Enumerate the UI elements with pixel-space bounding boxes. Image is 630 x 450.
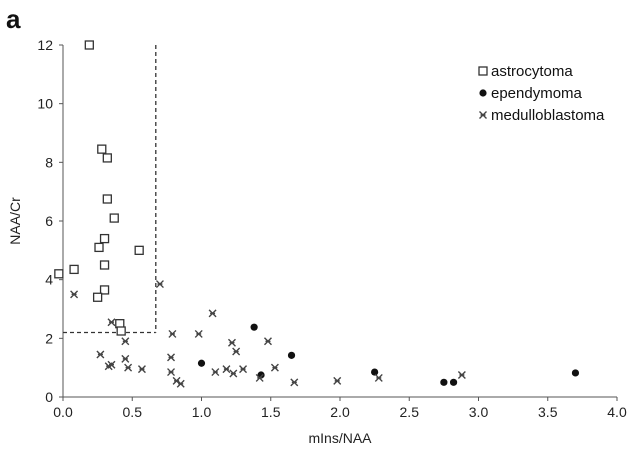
astrocytoma-point [134,245,144,255]
medulloblastoma-point [255,373,264,382]
astrocytoma-point [99,285,110,295]
x-tick-label: 3.0 [469,404,489,420]
medulloblastoma-point [168,329,177,338]
medulloblastoma-point [270,363,279,372]
legend-label-medulloblastoma: medulloblastoma [491,107,605,124]
astrocytoma-point [69,264,79,275]
x-tick-label: 1.0 [192,404,212,420]
medulloblastoma-point [167,368,176,377]
medulloblastoma-point [208,309,217,318]
medulloblastoma-point [239,365,248,374]
data-points [54,40,580,388]
astrocytoma-point [99,233,110,244]
x-tick-label: 0.5 [123,404,143,420]
x-tick-label: 4.0 [607,404,627,420]
ependymoma-point [449,378,458,386]
cutoff-lines [63,45,157,334]
medulloblastoma-point [70,290,79,299]
medulloblastoma-point [290,378,299,387]
medulloblastoma-point [96,350,105,359]
y-tick-label: 4 [45,272,53,288]
y-tick-label: 6 [45,213,53,229]
medulloblastoma-point [176,379,185,388]
y-axis-title: NAA/Cr [7,197,23,245]
medulloblastoma-point [155,280,164,289]
y-tick-label: 10 [37,96,53,112]
astrocytoma-point [84,40,94,50]
legend-label-ependymoma: ependymoma [491,85,583,102]
medulloblastoma-point [232,347,241,356]
astrocytoma-point [109,213,119,223]
ependymoma-point [440,378,448,386]
astrocytoma-point [92,292,103,302]
astrocytoma-point [94,242,104,253]
legend-label-astrocytoma: astrocytoma [491,63,573,80]
legend: astrocytoma ependymoma medulloblastoma [478,63,605,124]
astrocytoma-point [116,326,126,336]
medulloblastoma-point [333,376,342,385]
astrocytoma-point [54,269,64,279]
medulloblastoma-point [227,338,236,347]
medulloblastoma-point [374,373,383,382]
y-tick-label: 0 [45,389,53,405]
medulloblastoma-point [167,353,176,362]
x-tick-label: 2.0 [330,404,350,420]
ependymoma-point [287,351,296,359]
astrocytoma-point [99,260,110,270]
astrocytoma-point [102,153,112,163]
medulloblastoma-point [263,337,272,346]
legend-marker-medulloblastoma [479,111,487,119]
medulloblastoma-point [457,371,466,379]
y-tick-label: 12 [37,37,53,53]
x-tick-label: 2.5 [400,404,420,420]
astrocytoma-point [102,194,112,204]
medulloblastoma-point [107,318,116,327]
medulloblastoma-point [211,368,220,377]
medulloblastoma-point [229,369,238,378]
axes: 0.0 0.5 1.0 1.5 2.0 2.5 3.0 3.5 4.0 0 2 4 6 8 10 12 [37,37,627,420]
panel-label: a [6,4,21,34]
astrocytoma-point [97,144,107,154]
legend-marker-ependymoma [479,89,487,97]
y-tick-label: 8 [45,154,53,170]
medulloblastoma-point [222,365,231,374]
medulloblastoma-point [107,360,116,369]
medulloblastoma-point [121,337,130,346]
x-tick-label: 0.0 [53,404,73,420]
medulloblastoma-point [194,329,203,338]
x-tick-label: 1.5 [261,404,281,420]
medulloblastoma-point [121,354,130,363]
ependymoma-point [371,368,379,376]
y-tick-label: 2 [45,330,53,346]
legend-marker-astrocytoma [478,66,488,76]
x-tick-label: 3.5 [538,404,558,420]
x-axis-title: mIns/NAA [308,430,372,446]
ependymoma-point [571,369,580,377]
medulloblastoma-point [137,365,146,374]
ependymoma-point [197,359,206,367]
medulloblastoma-point [124,363,133,372]
ependymoma-point [250,323,258,331]
